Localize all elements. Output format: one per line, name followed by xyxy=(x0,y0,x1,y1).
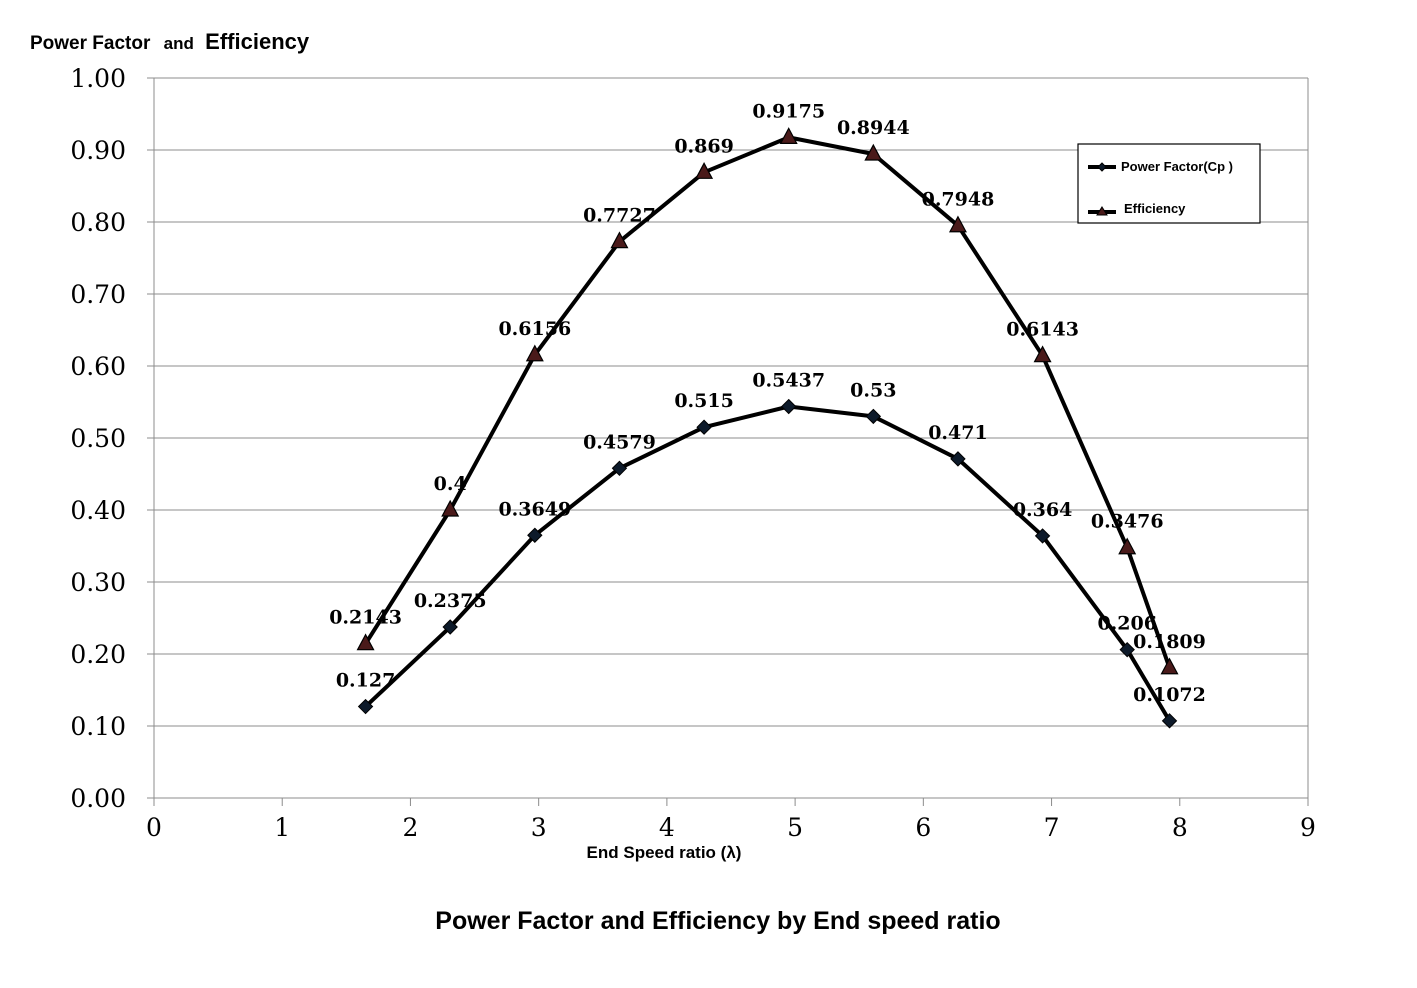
legend-power-factor-marker xyxy=(1097,162,1107,172)
x-tick-label: 9 xyxy=(1300,813,1316,842)
efficiency-data-label: 0.1809 xyxy=(1133,631,1206,653)
power-factor-marker xyxy=(357,698,374,715)
x-tick-label: 3 xyxy=(531,813,547,842)
y-tick-label: 0.90 xyxy=(70,136,126,165)
legend: Power Factor(Cp ) Efficiency xyxy=(1077,143,1261,224)
power-factor-data-label: 0.471 xyxy=(928,422,988,444)
efficiency-data-label: 0.7727 xyxy=(583,205,656,227)
x-tick-label: 1 xyxy=(274,813,290,842)
power-factor-marker xyxy=(611,460,628,477)
efficiency-data-label: 0.869 xyxy=(674,135,734,157)
efficiency-marker xyxy=(1118,537,1137,555)
power-factor-data-label: 0.515 xyxy=(674,390,734,412)
efficiency-marker xyxy=(695,162,714,179)
x-tick-label: 2 xyxy=(402,813,418,842)
efficiency-marker xyxy=(1160,657,1179,675)
power-factor-data-label: 0.2375 xyxy=(414,590,487,612)
power-factor-data-label: 0.364 xyxy=(1013,499,1073,521)
efficiency-data-label: 0.6143 xyxy=(1006,319,1079,341)
efficiency-data-label: 0.8944 xyxy=(837,117,910,139)
y-axis-title-part1: Power Factor xyxy=(30,33,151,54)
power-factor-marker xyxy=(1119,641,1135,658)
legend-efficiency-marker xyxy=(1096,206,1108,216)
legend-efficiency-label: Efficiency xyxy=(1124,201,1186,216)
y-tick-label: 0.10 xyxy=(70,712,126,741)
x-tick-label: 8 xyxy=(1172,813,1188,842)
power-factor-data-label: 0.3649 xyxy=(498,498,571,520)
power-factor-data-label: 0.127 xyxy=(336,670,396,692)
y-tick-label: 0.20 xyxy=(70,640,126,669)
legend-power-factor-label: Power Factor(Cp ) xyxy=(1121,159,1233,174)
efficiency-marker xyxy=(610,231,629,249)
power-factor-marker xyxy=(527,527,543,543)
y-tick-label: 0.80 xyxy=(70,208,126,237)
y-tick-label: 0.40 xyxy=(70,496,126,525)
power-factor-marker xyxy=(950,451,966,467)
y-tick-labels: 0.00 0.10 0.20 0.30 0.40 0.50 0.60 0.70 0.80 0.90… xyxy=(70,64,126,813)
y-tick-label: 0.30 xyxy=(70,568,126,597)
y-axis-title-part3: Efficiency xyxy=(205,29,310,54)
chart-title: Power Factor and Efficiency by End speed… xyxy=(435,907,1000,935)
efficiency-marker xyxy=(356,633,375,651)
legend-box xyxy=(1077,143,1261,224)
power-factor-marker xyxy=(696,419,712,435)
efficiency-marker xyxy=(779,127,798,144)
y-tick-label: 0.50 xyxy=(70,424,126,453)
y-tick-label: 0.60 xyxy=(70,352,126,381)
efficiency-marker xyxy=(1033,345,1052,363)
efficiency-marker xyxy=(441,499,460,517)
x-tick-label: 6 xyxy=(915,813,931,842)
x-axis-title: End Speed ratio (λ) xyxy=(587,843,742,862)
y-axis-title-part2: and xyxy=(164,34,194,53)
power-factor-marker xyxy=(442,619,458,635)
power-factor-data-label: 0.1072 xyxy=(1133,684,1206,706)
efficiency-data-label: 0.9175 xyxy=(752,100,825,122)
y-axis-title: Power Factor and Efficiency xyxy=(30,29,310,54)
power-factor-marker xyxy=(865,408,882,425)
y-tick-label: 1.00 xyxy=(70,64,126,93)
x-tick-label: 5 xyxy=(787,813,803,842)
power-factor-data-label: 0.4579 xyxy=(583,431,656,453)
series-markers xyxy=(356,127,1179,729)
x-tick-labels: 0 1 2 3 4 5 6 7 8 9 xyxy=(146,813,1316,842)
axes xyxy=(147,77,1309,806)
y-tick-label: 0.00 xyxy=(70,784,126,813)
power-factor-data-label: 0.5437 xyxy=(752,370,825,392)
power-factor-data-label: 0.53 xyxy=(850,379,896,401)
efficiency-data-label: 0.7948 xyxy=(922,189,995,211)
x-tick-label: 4 xyxy=(659,813,675,842)
efficiency-marker xyxy=(525,344,544,362)
efficiency-data-label: 0.2143 xyxy=(329,607,402,629)
data-labels: 0.127 0.2375 0.3649 0.4579 0.515 0.5437 0.53 0.… xyxy=(329,100,1206,705)
power-factor-marker xyxy=(780,398,797,415)
efficiency-data-label: 0.3476 xyxy=(1091,511,1164,533)
efficiency-data-label: 0.4 xyxy=(434,473,467,495)
x-tick-label: 7 xyxy=(1044,813,1060,842)
power-factor-marker xyxy=(1034,528,1051,544)
power-factor-data-label: 0.206 xyxy=(1097,613,1157,635)
efficiency-data-label: 0.6156 xyxy=(498,318,571,340)
efficiency-marker xyxy=(948,215,967,233)
x-tick-label: 0 xyxy=(146,813,162,842)
gridlines xyxy=(154,77,1308,727)
power-factor-marker xyxy=(1161,713,1178,729)
efficiency-marker xyxy=(864,143,883,161)
y-tick-label: 0.70 xyxy=(70,280,126,309)
